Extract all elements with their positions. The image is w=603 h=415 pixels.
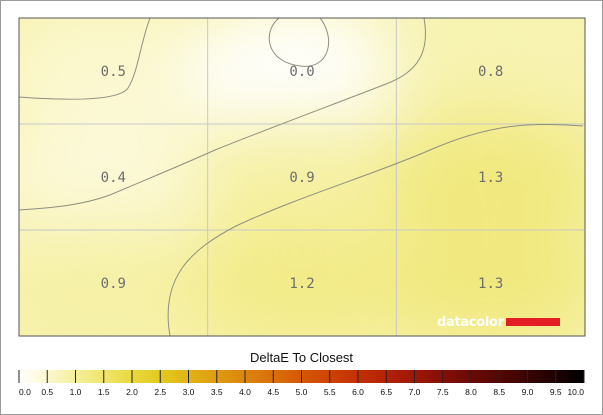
cell-value-label: 1.3 [478, 170, 503, 186]
grid-lines [19, 18, 585, 336]
colorbar-tick-label: 10.0 [567, 387, 584, 397]
colorbar-tick-label: 1.5 [98, 387, 110, 397]
colorbar-tick-label: 9.0 [522, 387, 534, 397]
contour-line [19, 18, 151, 100]
colorbar-tick-label: 8.0 [465, 387, 477, 397]
heat-cell-0-0 [19, 18, 231, 137]
contour-line [167, 123, 584, 336]
heat-cell-1-2 [373, 111, 585, 243]
colorbar-tick-label: 8.5 [493, 387, 505, 397]
contour-line [268, 18, 330, 67]
cell-value-label: 0.9 [101, 276, 126, 292]
plot-border [18, 17, 586, 337]
colorbar-tick-label: 5.5 [324, 387, 336, 397]
colorbar-tick-label: 5.0 [296, 387, 308, 397]
contour-line [19, 18, 426, 211]
cell-value-label: 0.0 [289, 64, 314, 80]
colorbar-tick-label: 6.5 [380, 387, 392, 397]
cell-value-label: 0.8 [478, 64, 503, 80]
colorbar-tick-label: 3.0 [183, 387, 195, 397]
heat-cell-0-2 [373, 18, 585, 137]
colorbar: 0.0 0.5 1.0 1.5 2.0 2.5 3.0 3.5 4.0 4.5 5.0 5.5 6.0 6… [18, 370, 585, 397]
colorbar-tick-label: 4.0 [239, 387, 251, 397]
datacolor-logo: datacolor [437, 314, 560, 330]
colorbar-tick-label: 1.0 [70, 387, 82, 397]
contour-lines [19, 18, 584, 336]
colorbar-tick-label: 3.5 [211, 387, 223, 397]
colorbar-tick-label: 2.5 [154, 387, 166, 397]
colorbar-title: DeltaE To Closest [250, 350, 353, 365]
cell-value-label: 1.3 [478, 276, 503, 292]
heat-cell-2-0 [19, 217, 231, 336]
colorbar-tick-label: 7.0 [409, 387, 421, 397]
colorbar-tick-label: 0.0 [19, 387, 31, 397]
colorbar-tick-label: 7.5 [437, 387, 449, 397]
heatmap-area [19, 18, 585, 336]
cell-value-label: 0.4 [101, 170, 126, 186]
colorbar-tick-label: 9.5 [550, 387, 562, 397]
colorbar-tick-label: 4.5 [267, 387, 279, 397]
colorbar-tick-label: 6.0 [352, 387, 364, 397]
heat-cell-2-2 [373, 217, 585, 336]
colorbar-tick-label: 2.0 [126, 387, 138, 397]
cell-labels: 0.5 0.0 0.8 0.4 0.9 1.3 0.9 1.2 1.3 [101, 64, 504, 292]
cell-value-label: 1.2 [289, 276, 314, 292]
heat-cell-1-0 [19, 111, 231, 243]
cell-value-label: 0.5 [101, 64, 126, 80]
heat-cell-1-1 [185, 111, 419, 243]
cell-value-label: 0.9 [289, 170, 314, 186]
logo-text: datacolor [437, 314, 504, 330]
heat-cell-0-1 [185, 18, 419, 137]
colorbar-tick-label: 0.5 [41, 387, 53, 397]
heat-cell-2-1 [185, 217, 419, 336]
logo-bar [505, 318, 560, 326]
